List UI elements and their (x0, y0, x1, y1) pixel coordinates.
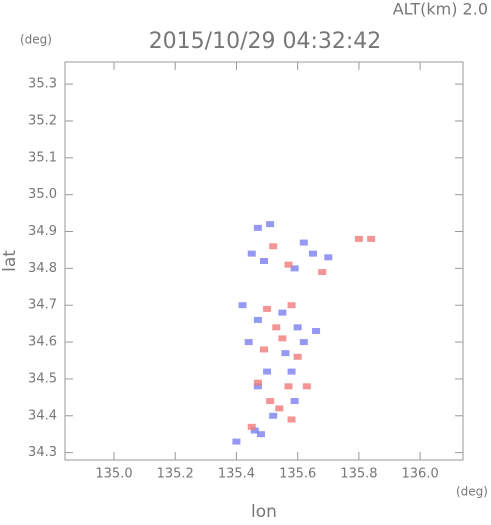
x-tick-label: 135.0 (95, 467, 132, 482)
y-tick-label: 35.2 (28, 113, 57, 128)
data-point (247, 423, 256, 430)
data-point (293, 353, 302, 360)
x-tick-label: 135.2 (157, 467, 194, 482)
data-point (263, 368, 272, 375)
y-tick-label: 35.0 (28, 187, 57, 202)
data-point (260, 258, 268, 264)
data-point (284, 261, 293, 268)
data-point (299, 339, 308, 346)
data-point (308, 250, 317, 257)
x-tick-label: 135.6 (279, 467, 316, 482)
x-tick-label: 135.8 (340, 467, 377, 482)
data-point (284, 383, 293, 390)
data-point (278, 309, 287, 316)
data-point (324, 254, 333, 261)
y-tick-label: 35.1 (28, 150, 57, 165)
data-point (269, 412, 278, 419)
x-axis-label: lon (251, 502, 277, 521)
data-point (263, 305, 272, 312)
data-point (278, 335, 287, 342)
data-point (290, 398, 299, 405)
data-point (287, 368, 296, 375)
data-point (275, 405, 284, 412)
data-point (256, 431, 265, 438)
x-unit: (deg) (456, 485, 488, 499)
y-tick-label: 34.8 (28, 261, 57, 276)
data-point (281, 350, 290, 357)
data-point (290, 265, 299, 272)
x-tick-label: 136.0 (402, 467, 439, 482)
data-point (367, 235, 376, 242)
data-point (266, 221, 275, 228)
x-tick-label: 135.4 (218, 467, 255, 482)
y-unit: (deg) (20, 33, 52, 47)
data-point (318, 269, 327, 276)
data-point (269, 243, 278, 250)
data-point (287, 302, 296, 309)
data-point (247, 250, 256, 257)
data-point (253, 224, 262, 231)
data-point (244, 339, 253, 346)
data-point (260, 346, 268, 353)
data-point (302, 383, 311, 390)
data-point (299, 239, 308, 246)
data-point (266, 398, 275, 405)
data-point (232, 438, 241, 445)
y-axis-label: lat (0, 250, 20, 272)
y-tick-label: 34.9 (28, 224, 57, 239)
data-point (238, 302, 247, 309)
y-tick-label: 34.6 (28, 335, 57, 350)
plot-frame (64, 61, 464, 461)
y-tick-label: 34.3 (28, 445, 57, 460)
y-tick-label: 35.3 (28, 77, 57, 92)
y-tick-label: 34.5 (28, 371, 57, 386)
chart-title: 2015/10/29 04:32:42 (149, 29, 382, 54)
data-point (287, 416, 296, 423)
data-point (272, 324, 281, 331)
data-point (293, 324, 302, 331)
altitude-label: ALT(km) 2.0 (393, 0, 488, 19)
data-point (253, 383, 262, 390)
y-tick-label: 34.4 (28, 408, 57, 423)
y-tick-label: 34.7 (28, 298, 57, 313)
data-point (253, 379, 262, 386)
data-point (253, 316, 262, 323)
data-point (250, 427, 259, 434)
data-point (312, 328, 321, 335)
data-point (354, 235, 363, 242)
